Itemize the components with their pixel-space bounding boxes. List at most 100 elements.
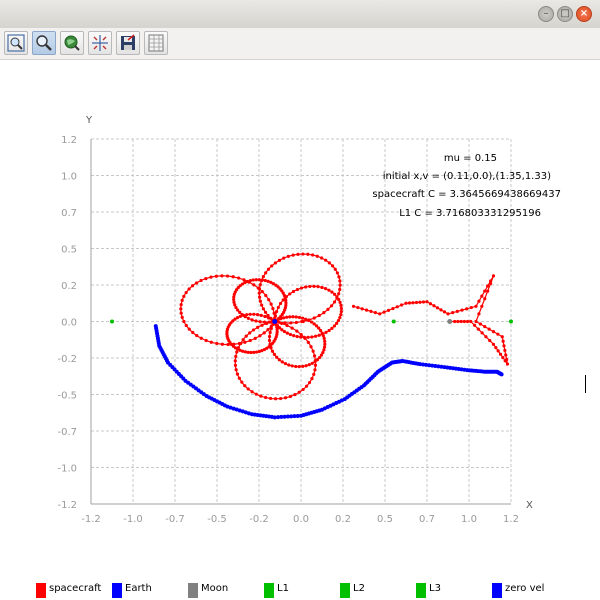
legend-label: zero vel: [505, 583, 545, 594]
table-button[interactable]: [144, 31, 168, 55]
spacecraft-point: [250, 390, 254, 394]
spacecraft-point: [290, 326, 294, 330]
export-button[interactable]: [116, 31, 140, 55]
plot-area[interactable]: -1.2 -1.0 -0.7 -0.5 -0.2 0.0 0.2 0.5 0.7 1.0 1.2 1…: [0, 60, 600, 580]
spacecraft-point: [182, 294, 186, 298]
annotation-spacecraft-c: spacecraft C = 3.3645669438669437: [372, 189, 561, 200]
spacecraft-point: [232, 295, 236, 299]
spacecraft-trajectory: [179, 252, 510, 401]
spacecraft-point: [312, 354, 317, 358]
zoom-button[interactable]: [32, 31, 56, 55]
spacecraft-point: [323, 287, 328, 291]
spacecraft-point: [456, 319, 460, 324]
close-button[interactable]: ×: [576, 6, 592, 22]
spacecraft-point: [243, 281, 247, 285]
spacecraft-point: [307, 318, 311, 323]
spacecraft-point: [266, 313, 270, 318]
spacecraft-point: [312, 372, 316, 376]
spacecraft-point: [330, 326, 334, 330]
spacecraft-point: [262, 347, 266, 352]
spacecraft-point: [279, 396, 283, 401]
spacecraft-point: [411, 301, 415, 305]
spacecraft-point: [314, 324, 319, 328]
spacecraft-point: [243, 384, 247, 388]
spacecraft-point: [469, 319, 473, 324]
spacecraft-point: [455, 309, 459, 313]
spacecraft-point: [307, 380, 312, 385]
spacecraft-point: [241, 338, 245, 342]
spacecraft-point: [327, 288, 331, 292]
spacecraft-point: [215, 341, 219, 346]
x-tick-label: 0.2: [335, 514, 351, 525]
spacecraft-point: [337, 275, 341, 279]
spacecraft-point: [236, 308, 240, 312]
spacecraft-point: [285, 323, 289, 328]
spacecraft-point: [503, 348, 507, 352]
moon-marker: [447, 319, 453, 324]
spacecraft-point: [262, 331, 266, 335]
spacecraft-point: [194, 281, 199, 285]
spacecraft-point: [269, 346, 273, 350]
spacecraft-point: [266, 327, 270, 332]
spacecraft-point: [317, 333, 321, 337]
pan-button[interactable]: [60, 31, 84, 55]
spacecraft-point: [304, 317, 308, 321]
legend-swatch: [36, 583, 46, 598]
spacecraft-point: [326, 307, 330, 311]
spacecraft-point: [498, 352, 503, 356]
spacecraft-point: [267, 338, 272, 343]
spacecraft-point: [321, 350, 325, 355]
window-titlebar: – □ ×: [0, 0, 600, 29]
spacecraft-point: [235, 350, 239, 354]
spacecraft-point: [243, 350, 247, 354]
spacecraft-point: [339, 309, 343, 314]
spacecraft-point: [300, 319, 304, 324]
maximize-button[interactable]: □: [557, 6, 573, 22]
spacecraft-point: [257, 278, 261, 282]
spacecraft-point: [232, 342, 236, 346]
zero-vel-point: [289, 414, 294, 419]
spacecraft-point: [275, 330, 279, 334]
spacecraft-point: [460, 308, 464, 312]
spacecraft-point: [277, 358, 281, 362]
zero-vel-point: [439, 364, 444, 369]
spacecraft-point: [273, 316, 277, 320]
spacecraft-point: [278, 301, 283, 306]
legend-swatch: [188, 583, 198, 598]
spacecraft-point: [428, 302, 433, 306]
spacecraft-point: [190, 284, 195, 288]
minimize-button[interactable]: –: [538, 6, 554, 22]
spacecraft-point: [491, 342, 496, 346]
spacecraft-point: [294, 315, 298, 319]
spacecraft-point: [486, 284, 490, 288]
x-tick-label: -0.7: [165, 514, 185, 525]
spacecraft-point: [234, 305, 238, 310]
y-tick-label: -0.5: [57, 391, 77, 402]
spacecraft-point: [480, 304, 484, 308]
spacecraft-point: [271, 307, 275, 311]
spacecraft-point: [245, 279, 250, 284]
spacecraft-point: [248, 338, 252, 343]
spacecraft-point: [320, 285, 324, 290]
spacecraft-point: [478, 322, 482, 326]
spacecraft-point: [472, 323, 477, 327]
spacecraft-point: [235, 372, 240, 376]
spacecraft-point: [209, 340, 213, 344]
legend-swatch: [264, 583, 274, 598]
zero-vel-point: [433, 363, 438, 368]
spacecraft-point: [220, 274, 224, 278]
spacecraft-point: [483, 289, 487, 293]
spacecraft-point: [269, 280, 273, 284]
spacecraft-point: [309, 345, 313, 349]
zero-vel-point: [430, 363, 435, 368]
spacecraft-point: [209, 275, 213, 279]
zero-vel-point: [276, 415, 281, 420]
spacecraft-point: [275, 355, 279, 359]
zero-vel-point: [295, 413, 300, 418]
zoom-fit-button[interactable]: [4, 31, 28, 55]
spacecraft-point: [273, 397, 278, 401]
spacecraft-point: [446, 312, 450, 316]
spacecraft-point: [251, 278, 255, 282]
trace-button[interactable]: [88, 31, 112, 55]
spacecraft-point: [237, 376, 241, 380]
